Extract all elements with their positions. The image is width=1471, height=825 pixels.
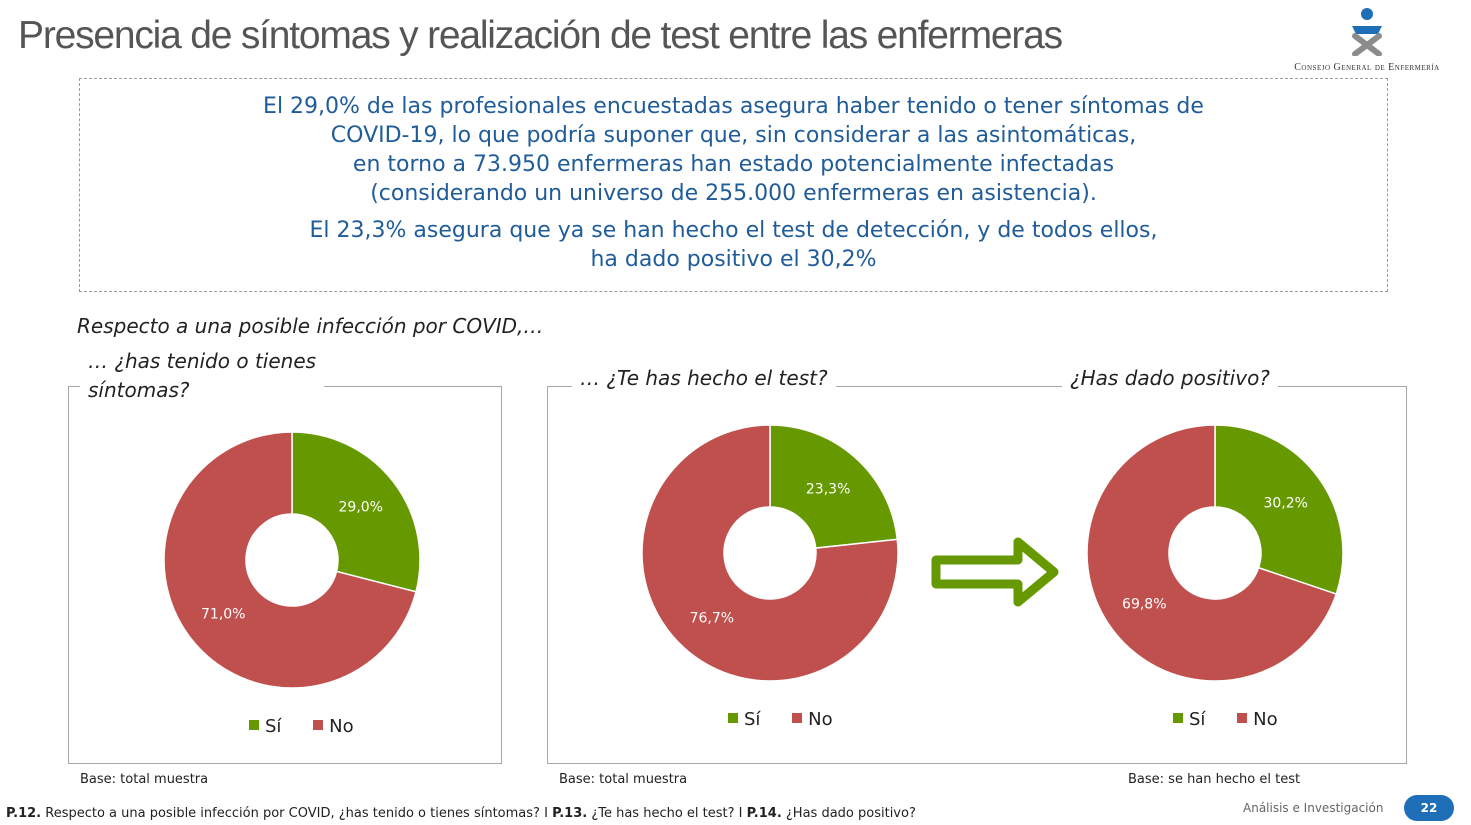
page-title: Presencia de síntomas y realización de t… — [18, 14, 1063, 57]
chart-title-symptoms: … ¿has tenido o tienes síntomas? — [80, 347, 325, 405]
summary-line: El 23,3% asegura que ya se han hecho el … — [309, 218, 1158, 243]
slice-value-label: 29,0% — [339, 500, 383, 516]
footnote-text: Respecto a una posible infección por COV… — [45, 806, 540, 821]
chart-title-line: … ¿Te has hecho el test? — [580, 366, 828, 390]
intro-text: Respecto a una posible infección por COV… — [77, 314, 544, 338]
chart-title-line: síntomas? — [88, 378, 190, 402]
legend-swatch-no — [313, 720, 324, 730]
chart-title-test: … ¿Te has hecho el test? — [572, 364, 836, 393]
donut-slice-si — [291, 431, 421, 593]
donut-slice-no — [163, 431, 417, 689]
legend-item-no: No — [792, 709, 833, 730]
donut-slice-no — [1086, 424, 1338, 682]
arrow-shape — [931, 537, 1059, 607]
nurse-figure-icon — [1352, 8, 1382, 56]
footnote-separator: I — [738, 806, 743, 821]
page-number: 22 — [1404, 795, 1454, 821]
donut-slice-si — [769, 424, 899, 549]
legend-positive: Sí No — [1173, 709, 1304, 730]
legend-item-si: Sí — [1173, 709, 1205, 730]
legend-label: No — [808, 709, 833, 730]
base-note-positive: Base: se han hecho el test — [1128, 772, 1301, 787]
donut-slice-no — [641, 424, 899, 682]
legend-label: Sí — [265, 716, 282, 737]
summary-line: (considerando un universo de 255.000 enf… — [370, 181, 1097, 206]
logo: Consejo General de Enfermería — [1272, 6, 1462, 73]
summary-paragraph-2: El 23,3% asegura que ya se han hecho el … — [80, 216, 1387, 274]
legend-swatch-no — [1237, 713, 1248, 723]
chart-title-positive: ¿Has dado positivo? — [1062, 364, 1278, 393]
legend-swatch-si — [1173, 713, 1183, 723]
legend-item-si: Sí — [728, 709, 760, 730]
donut-chart-positive: 30,2% 69,8% — [1086, 424, 1344, 682]
legend-swatch-si — [728, 713, 738, 723]
legend-item-si: Sí — [249, 716, 281, 737]
footnote-code: P.13. — [552, 806, 588, 821]
legend-swatch-si — [249, 720, 259, 730]
right-arrow-icon — [931, 537, 1059, 607]
footnote-code: P.12. — [6, 806, 42, 821]
brand-text: Análisis e Investigación — [1243, 801, 1384, 815]
slice-value-label: 30,2% — [1263, 495, 1307, 511]
legend-test: Sí No — [728, 709, 859, 730]
summary-paragraph-1: El 29,0% de las profesionales encuestada… — [80, 92, 1387, 208]
logo-text: Consejo General de Enfermería — [1294, 62, 1440, 73]
summary-line: El 29,0% de las profesionales encuestada… — [263, 94, 1204, 119]
donut-chart-symptoms: 29,0% 71,0% — [163, 431, 421, 689]
footnote-text: ¿Te has hecho el test? — [591, 806, 735, 821]
footnote-code: P.14. — [746, 806, 782, 821]
legend-label: No — [329, 716, 354, 737]
slice-value-label: 69,8% — [1122, 597, 1166, 613]
donut-slice-si — [1214, 424, 1344, 596]
slice-value-label: 76,7% — [690, 611, 734, 627]
slice-value-label: 23,3% — [806, 481, 850, 497]
chart-title-line: … ¿has tenido o tienes — [88, 349, 317, 373]
summary-line: COVID-19, lo que podría suponer que, sin… — [330, 123, 1137, 148]
summary-line: ha dado positivo el 30,2% — [590, 247, 877, 272]
slice-value-label: 71,0% — [201, 606, 245, 622]
donut-chart-test: 23,3% 76,7% — [641, 424, 899, 682]
legend-item-no: No — [1237, 709, 1278, 730]
footnote-separator: I — [544, 806, 548, 821]
base-note-symptoms: Base: total muestra — [80, 772, 209, 787]
base-note-test: Base: total muestra — [559, 772, 688, 787]
footnote: P.12. Respecto a una posible infección p… — [6, 806, 916, 821]
summary-line: en torno a 73.950 enfermeras han estado … — [352, 152, 1115, 177]
chart-title-line: ¿Has dado positivo? — [1070, 366, 1270, 390]
legend-symptoms: Sí No — [249, 716, 380, 737]
footnote-text: ¿Has dado positivo? — [785, 806, 916, 821]
legend-label: Sí — [1189, 709, 1206, 730]
legend-label: Sí — [744, 709, 761, 730]
legend-item-no: No — [313, 716, 354, 737]
legend-label: No — [1253, 709, 1278, 730]
summary-box: El 29,0% de las profesionales encuestada… — [79, 78, 1388, 292]
legend-swatch-no — [792, 713, 803, 723]
